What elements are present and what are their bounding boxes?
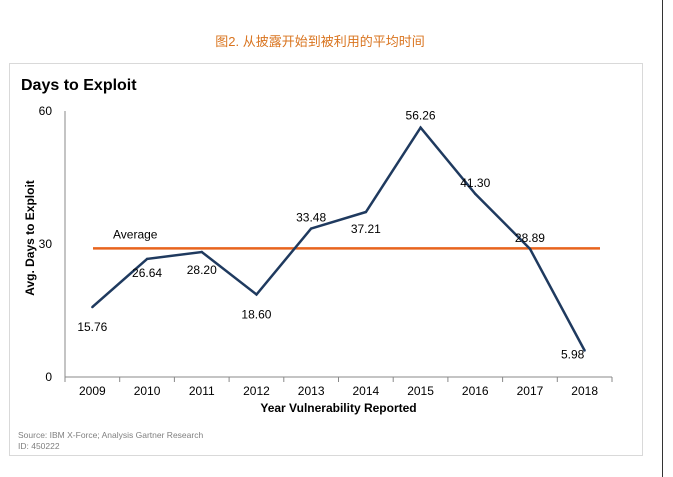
x-tick-label: 2018 <box>571 384 598 398</box>
data-label: 37.21 <box>351 222 381 236</box>
y-tick-label: 0 <box>45 370 52 384</box>
y-axis-title: Avg. Days to Exploit <box>23 180 37 296</box>
data-point <box>255 293 257 295</box>
y-tick-label: 30 <box>39 237 53 251</box>
data-point <box>91 306 93 308</box>
data-label: 33.48 <box>296 211 326 225</box>
x-tick-label: 2009 <box>79 384 106 398</box>
data-label: 5.98 <box>561 347 585 361</box>
data-label: 41.30 <box>460 176 490 190</box>
data-point <box>529 248 531 250</box>
x-tick-label: 2014 <box>352 384 379 398</box>
x-tick-label: 2015 <box>407 384 434 398</box>
chart-card: Days to Exploit 0 30 60 2009 2010 2011 2012 2013… <box>9 63 643 456</box>
x-tick-label: 2011 <box>189 384 215 398</box>
average-label: Average <box>113 227 158 241</box>
data-point <box>201 251 203 253</box>
source-note: Source: IBM X-Force; Analysis Gartner Re… <box>18 430 203 452</box>
chart-title: Days to Exploit <box>21 77 137 94</box>
x-tick-label: 2013 <box>298 384 325 398</box>
id-line: ID: 450222 <box>18 441 203 452</box>
data-label: 15.76 <box>77 320 107 334</box>
data-point <box>474 193 476 195</box>
source-line: Source: IBM X-Force; Analysis Gartner Re… <box>18 430 203 441</box>
data-label: 18.60 <box>241 308 271 322</box>
x-tick-label: 2016 <box>462 384 489 398</box>
data-label: 56.26 <box>406 109 436 123</box>
data-point <box>419 126 421 128</box>
figure-caption: 图2. 从披露开始到被利用的平均时间 <box>0 31 640 50</box>
x-tick-label: 2017 <box>517 384 544 398</box>
series-line <box>92 128 584 351</box>
data-label: 26.64 <box>132 266 162 280</box>
data-point <box>365 211 367 213</box>
data-point <box>310 227 312 229</box>
right-divider <box>662 0 663 477</box>
data-point <box>146 258 148 260</box>
line-chart: Days to Exploit 0 30 60 2009 2010 2011 2012 2013… <box>10 64 644 457</box>
data-label: 28.20 <box>187 263 217 277</box>
x-tick-label: 2010 <box>134 384 161 398</box>
data-label: 28.89 <box>515 231 545 245</box>
x-axis-title: Year Vulnerability Reported <box>260 401 416 415</box>
y-tick-label: 60 <box>39 104 53 118</box>
x-tick-label: 2012 <box>243 384 270 398</box>
